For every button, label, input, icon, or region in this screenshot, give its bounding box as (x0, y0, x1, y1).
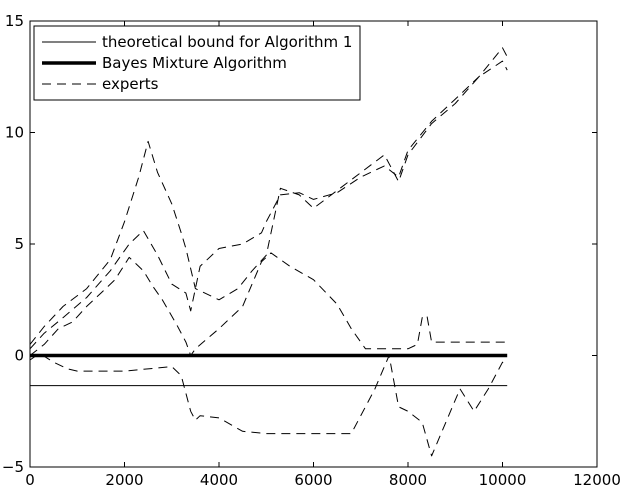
legend-label-2: experts (102, 75, 159, 93)
legend-label-1: Bayes Mixture Algorithm (102, 54, 287, 72)
y-tick-label: 0 (14, 347, 24, 365)
x-tick-label: 4000 (200, 471, 238, 489)
plot-marks (29, 47, 508, 457)
series-line-3 (29, 60, 508, 345)
y-tick-label: 10 (5, 124, 24, 142)
legend: theoretical bound for Algorithm 1 Bayes M… (33, 25, 361, 101)
x-tick-label: 6000 (294, 471, 332, 489)
x-tick-label: 0 (25, 471, 35, 489)
x-tick-label: 10000 (479, 471, 527, 489)
y-tick-label: 5 (14, 235, 24, 253)
series-line-2 (29, 47, 508, 350)
x-tick-label: 2000 (105, 471, 143, 489)
x-tick-label: 8000 (389, 471, 427, 489)
legend-label-0: theoretical bound for Algorithm 1 (102, 33, 352, 51)
series-line-5 (29, 352, 508, 457)
series-line-4 (29, 252, 508, 356)
y-tick-label: −5 (2, 458, 24, 476)
x-tick-label: 12000 (573, 471, 621, 489)
y-tick-label: 15 (5, 12, 24, 30)
